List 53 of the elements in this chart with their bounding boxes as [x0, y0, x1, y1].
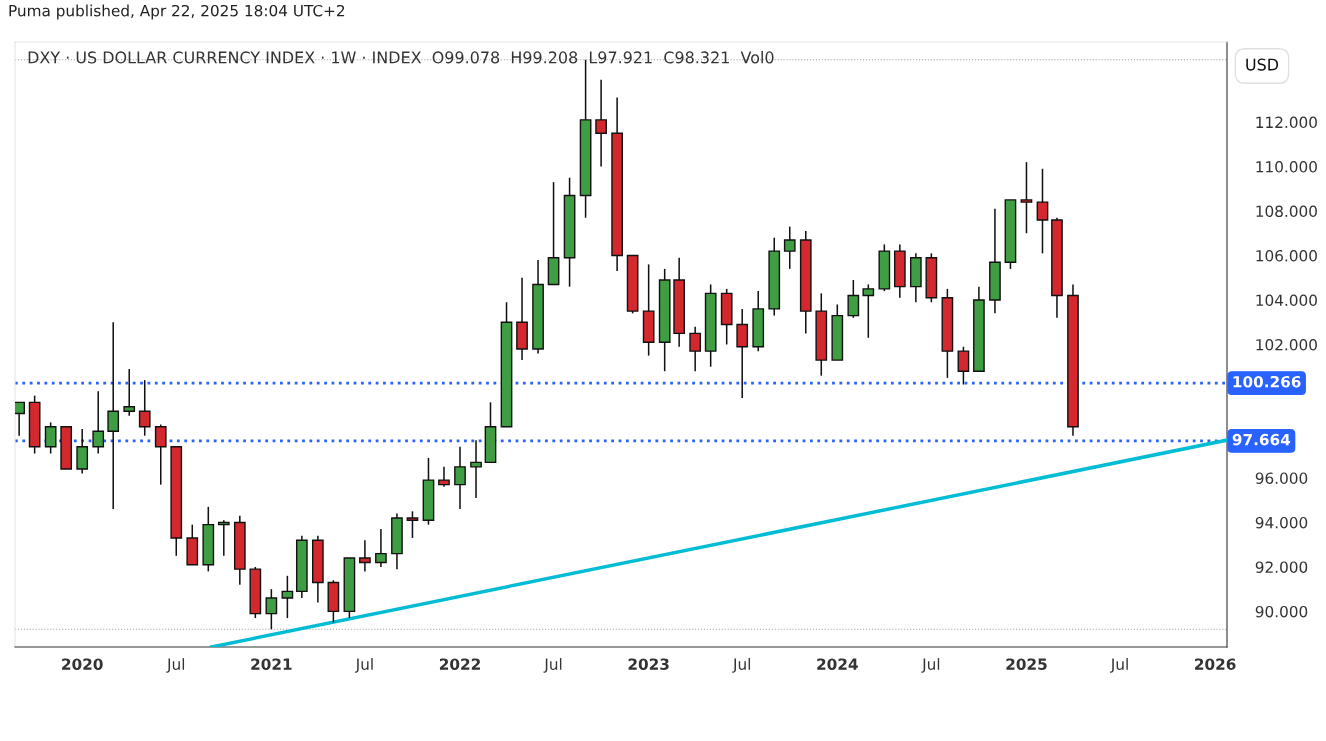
candlestick: [265, 588, 278, 630]
candlestick: [76, 428, 89, 475]
candlestick: [281, 575, 294, 619]
ref-line-label: 100.266: [1233, 375, 1301, 388]
candlestick: [92, 390, 105, 455]
candlestick: [375, 528, 387, 568]
candlestick: [1036, 168, 1049, 255]
candlestick: [689, 325, 702, 372]
y-tick-label: 112.000: [1256, 116, 1317, 129]
chart-title: DXY · US DOLLAR CURRENCY INDEX · 1W · INDEX O99.078 H99.208 L97.921 C98.321 Vol0: [28, 51, 774, 64]
x-tick-label: Jul: [732, 658, 750, 673]
y-tick-label: 110.000: [1256, 161, 1317, 173]
x-tick-label: 2020: [62, 658, 103, 670]
candlestick: [595, 79, 607, 168]
candlestick: [470, 439, 482, 499]
candlestick: [736, 308, 749, 399]
candlestick: [123, 368, 136, 417]
x-tick-label: 2025: [1006, 658, 1047, 670]
x-tick-label: 2026: [1195, 658, 1236, 670]
x-tick-label: Jul: [166, 658, 185, 673]
y-tick-label: 94.000: [1255, 516, 1308, 529]
y-tick-label: 108.000: [1256, 205, 1317, 218]
candlestick: [44, 421, 57, 455]
y-tick-label: 90.000: [1255, 605, 1308, 618]
x-tick-label: Jul: [543, 658, 562, 673]
x-tick-label: 2024: [817, 658, 858, 670]
x-tick-label: Jul: [354, 658, 373, 673]
x-tick-label: 2023: [628, 658, 669, 670]
text: USD: [1246, 58, 1279, 71]
candlestick: [107, 321, 120, 510]
candlestick: [847, 279, 860, 319]
y-tick-label: 92.000: [1255, 561, 1308, 573]
candlestick: [862, 283, 875, 339]
y-tick-label: 96.000: [1255, 472, 1308, 484]
text: Puma published, Apr 22, 2025 18:04 UTC+2: [9, 4, 345, 20]
candlestick: [359, 539, 371, 573]
candlestick: [406, 510, 419, 539]
y-tick-label: 102.000: [1256, 338, 1317, 351]
y-tick-label: 106.000: [1256, 249, 1317, 262]
y-tick-label: 104.000: [1256, 294, 1317, 307]
candlestick: [957, 345, 970, 386]
candlestick: [154, 423, 167, 486]
x-tick-label: Jul: [1110, 658, 1128, 673]
candlestick: [138, 379, 151, 437]
candlestick: [454, 446, 466, 510]
candlestick: [783, 225, 796, 270]
candlestick: [438, 466, 450, 488]
ref-line-label: 97.664: [1232, 433, 1291, 446]
x-tick-label: 2021: [251, 658, 292, 670]
candlestick: [1020, 161, 1033, 235]
candlestick: [217, 519, 230, 557]
x-tick-label: 2022: [439, 658, 480, 670]
x-tick-label: Jul: [921, 658, 940, 673]
